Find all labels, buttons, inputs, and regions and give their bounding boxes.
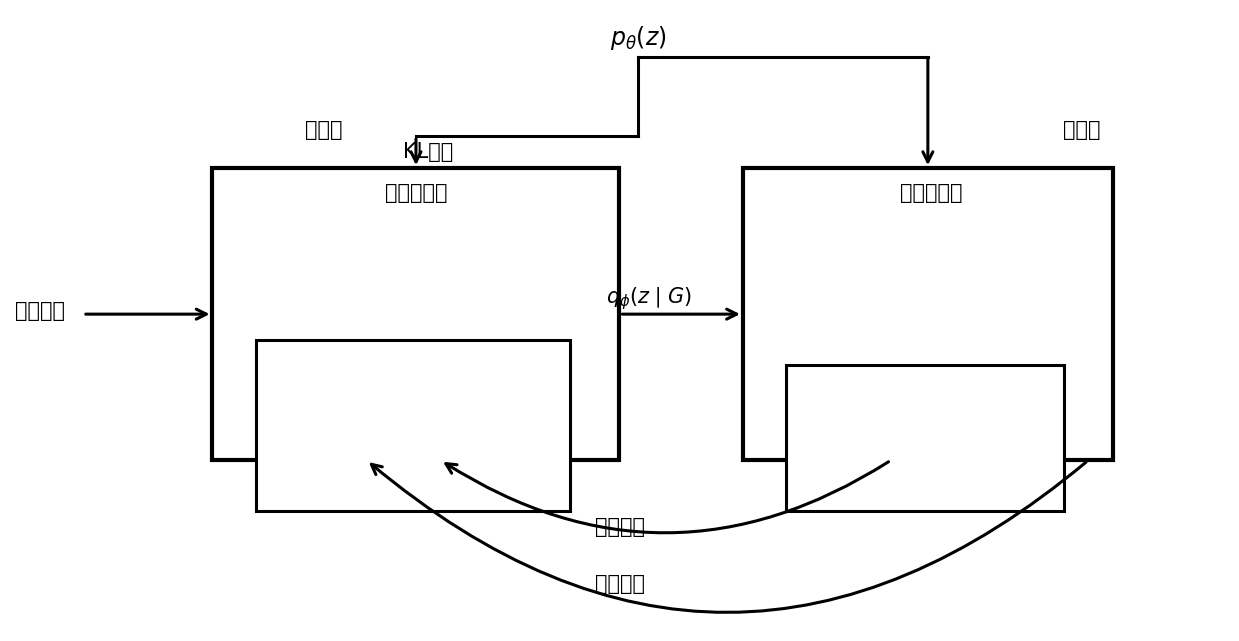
Text: $p_{\theta}(z)$: $p_{\theta}(z)$ bbox=[610, 24, 667, 52]
Bar bbox=[743, 168, 1113, 460]
Text: 性质目标: 性质目标 bbox=[595, 517, 644, 537]
Text: 药物分子: 药物分子 bbox=[15, 301, 66, 321]
Bar bbox=[786, 365, 1063, 511]
Text: 解码器: 解码器 bbox=[1063, 120, 1100, 140]
Text: 图神经网络: 图神经网络 bbox=[385, 183, 447, 203]
Text: $q_{\phi}(z\mid G)$: $q_{\phi}(z\mid G)$ bbox=[606, 285, 691, 312]
Text: KL散度: KL散度 bbox=[403, 142, 453, 162]
Bar bbox=[255, 340, 570, 511]
Bar bbox=[212, 168, 620, 460]
Text: 重建损失: 重建损失 bbox=[595, 574, 644, 594]
Text: 多层感知机: 多层感知机 bbox=[901, 183, 963, 203]
Text: 编码器: 编码器 bbox=[305, 120, 342, 140]
